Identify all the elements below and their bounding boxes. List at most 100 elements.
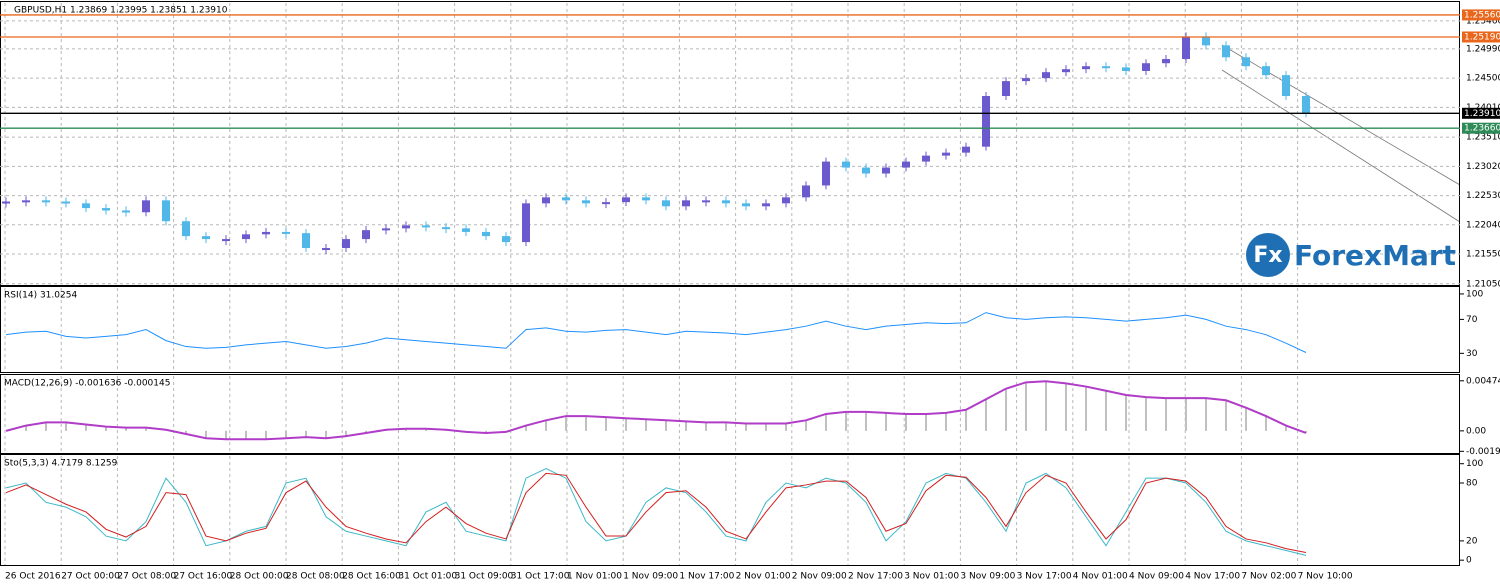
x-tick-label: 4 Nov 09:00 — [1129, 572, 1184, 582]
panel-frame — [0, 1, 1460, 286]
watermark-icon-bg — [1246, 233, 1290, 277]
candle — [362, 230, 370, 240]
level-box — [1462, 122, 1500, 134]
candle — [1262, 66, 1270, 76]
candle — [1162, 59, 1170, 64]
y-tick-label: 70 — [1466, 315, 1478, 325]
candle — [142, 200, 150, 213]
panel-frame — [0, 286, 1460, 373]
panel-frame — [0, 374, 1460, 454]
candle — [1082, 66, 1090, 70]
candle — [1202, 36, 1210, 46]
channel-line — [1221, 69, 1461, 223]
level-box — [1462, 9, 1500, 21]
y-tick-label: 0 — [1466, 556, 1472, 566]
candle — [882, 167, 890, 174]
candle — [262, 231, 270, 235]
candle — [102, 208, 110, 211]
x-tick-label: 4 Nov 01:00 — [1073, 572, 1128, 582]
panel-title: RSI(14) 31.0254 — [4, 291, 77, 301]
candle — [682, 200, 690, 207]
candle — [402, 225, 410, 229]
indicator-line — [5, 472, 1307, 553]
y-tick-label: 20 — [1466, 536, 1478, 546]
x-tick-label: 1 Nov 01:00 — [567, 572, 622, 582]
y-tick-label: -0.00194 — [1466, 447, 1500, 457]
candle — [422, 225, 430, 228]
level-box — [1462, 107, 1500, 119]
x-tick-label: 31 Oct 09:00 — [455, 572, 514, 582]
candle — [842, 161, 850, 168]
x-tick-label: 4 Nov 17:00 — [1185, 572, 1240, 582]
plot-area — [2, 32, 1310, 255]
candle — [762, 203, 770, 207]
candle — [202, 236, 210, 240]
candle — [1222, 45, 1230, 58]
candle — [302, 233, 310, 249]
candle — [542, 197, 550, 204]
x-tick-label: 31 Oct 01:00 — [398, 572, 457, 582]
x-tick-label: 2 Nov 01:00 — [736, 572, 791, 582]
x-tick-label: 27 Oct 08:00 — [117, 572, 176, 582]
candle — [782, 197, 790, 204]
candle — [662, 200, 670, 207]
y-tick-label: 1.22530 — [1466, 191, 1500, 201]
plot-area — [5, 467, 1307, 556]
candle — [982, 96, 990, 147]
watermark-icon: Fx — [1253, 243, 1282, 268]
x-tick-label: 26 Oct 2016 — [5, 572, 61, 582]
watermark: Fx ForexMart — [1246, 233, 1456, 277]
candle — [2, 201, 10, 204]
x-tick-label: 27 Oct 16:00 — [174, 572, 233, 582]
candle — [622, 197, 630, 203]
y-tick-label: 1.23510 — [1466, 133, 1500, 143]
candle — [442, 227, 450, 230]
x-tick-label: 31 Oct 17:00 — [511, 572, 570, 582]
level-label: 1.23660 — [1464, 124, 1500, 134]
candle — [862, 167, 870, 174]
candle — [1122, 67, 1130, 71]
candle — [282, 231, 290, 234]
candle — [902, 161, 910, 168]
y-tick-label: 1.23020 — [1466, 162, 1500, 172]
x-tick-label: 28 Oct 16:00 — [342, 572, 401, 582]
panel-title: GBPUSD,H1 1.23869 1.23995 1.23851 1.2391… — [14, 6, 228, 16]
candle — [822, 161, 830, 186]
x-tick-label: 28 Oct 00:00 — [230, 572, 289, 582]
candle — [322, 248, 330, 251]
x-tick-label: 3 Nov 09:00 — [960, 572, 1015, 582]
x-tick-label: 1 Nov 17:00 — [679, 572, 734, 582]
plot-area — [5, 312, 1307, 353]
candle — [502, 236, 510, 243]
candle — [942, 152, 950, 156]
x-tick-label: 7 Nov 10:00 — [1298, 572, 1353, 582]
level-label: 1.25560 — [1464, 10, 1500, 20]
x-tick-label: 28 Oct 08:00 — [286, 572, 345, 582]
candle — [1242, 57, 1250, 67]
candle — [702, 200, 710, 203]
candle — [462, 228, 470, 232]
panel-title: MACD(12,26,9) -0.001636 -0.000145 — [4, 379, 170, 389]
candle — [1282, 75, 1290, 97]
level-label: 1.25190 — [1464, 32, 1500, 42]
candle — [582, 200, 590, 204]
candle — [562, 197, 570, 201]
macd-line — [5, 380, 1307, 441]
y-tick-label: 0.004745 — [1466, 376, 1500, 386]
channel-line — [1221, 44, 1461, 186]
panel-title: Sto(5,3,3) 4.7179 8.1259 — [4, 459, 118, 469]
x-tick-label: 2 Nov 17:00 — [848, 572, 903, 582]
candle — [62, 201, 70, 204]
candle — [1142, 63, 1150, 71]
y-tick-label: 1.21550 — [1466, 249, 1500, 259]
candle — [1022, 78, 1030, 82]
candle — [602, 202, 610, 205]
candle — [22, 200, 30, 203]
candle — [722, 200, 730, 204]
candle — [962, 146, 970, 153]
y-tick-label: 1.21050 — [1466, 279, 1500, 289]
candle — [382, 228, 390, 231]
y-tick-label: 100 — [1466, 459, 1483, 469]
